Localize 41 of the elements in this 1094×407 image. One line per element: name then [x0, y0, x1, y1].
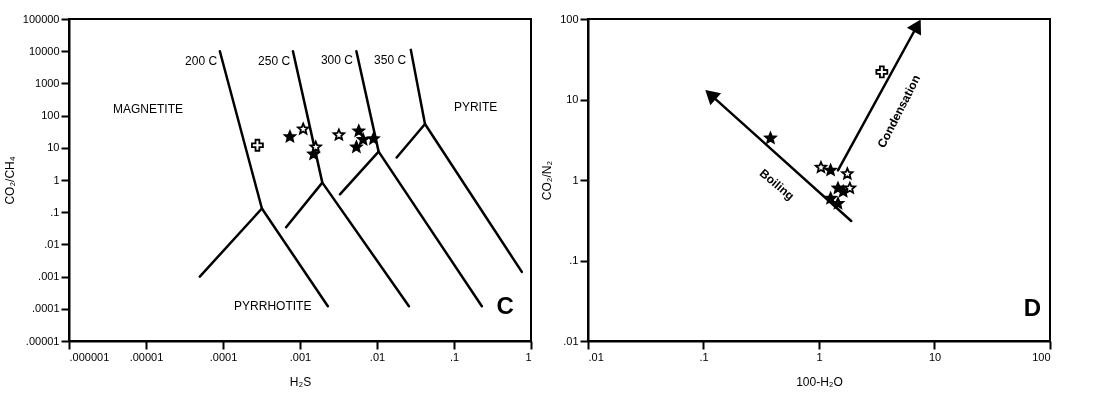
annotation: 250 C	[258, 54, 291, 69]
y-tick-label: .0001	[31, 302, 60, 315]
y-tick-label: .01	[563, 334, 579, 347]
annotation: PYRRHOTITE	[234, 298, 312, 313]
x-tick-label: .00001	[129, 350, 164, 363]
y-tick-label: 100000	[22, 12, 60, 25]
annotation: 350 C	[374, 52, 407, 67]
x-axis-title: 100-H₂O	[796, 374, 843, 389]
x-tick-label: 1	[816, 350, 823, 363]
x-axis-title: H₂S	[289, 374, 312, 389]
x-tick-label: .001	[289, 350, 312, 363]
x-tick-label: .000001	[69, 350, 110, 363]
annotation: 200 C	[185, 54, 218, 69]
annotation: PYRITE	[453, 99, 498, 114]
y-axis-title: CO₂/CH₄	[2, 156, 17, 205]
x-tick-label: .01	[369, 350, 386, 363]
y-tick-label: 10	[47, 141, 60, 154]
y-tick-label: 1	[53, 173, 60, 186]
x-tick-label: .1	[449, 350, 460, 363]
y-tick-label: 1	[572, 173, 579, 186]
y-axis-title: CO₂/N₂	[540, 160, 555, 201]
annotation: 300 C	[320, 53, 354, 68]
y-tick-label: 10000	[28, 44, 60, 57]
y-tick-label: .1	[569, 254, 579, 266]
annotation: MAGNETITE	[112, 102, 184, 117]
y-tick-label: 100	[560, 12, 579, 25]
x-tick-label: 10	[928, 350, 942, 363]
y-tick-label: .1	[50, 205, 60, 218]
x-tick-label: .0001	[209, 350, 238, 363]
y-tick-label: .00001	[25, 334, 60, 347]
x-tick-label: 1	[525, 350, 532, 363]
y-tick-label: 10	[566, 93, 579, 105]
y-tick-label: .001	[38, 270, 60, 283]
x-tick-label: .1	[699, 350, 709, 363]
y-tick-label: 100	[41, 109, 60, 122]
x-tick-label: 100	[1032, 350, 1051, 363]
y-tick-label: 1000	[35, 76, 60, 89]
annotation: D	[1023, 294, 1042, 322]
annotation: C	[496, 291, 514, 319]
y-tick-label: .01	[44, 237, 60, 250]
x-tick-label: .01	[588, 350, 604, 363]
